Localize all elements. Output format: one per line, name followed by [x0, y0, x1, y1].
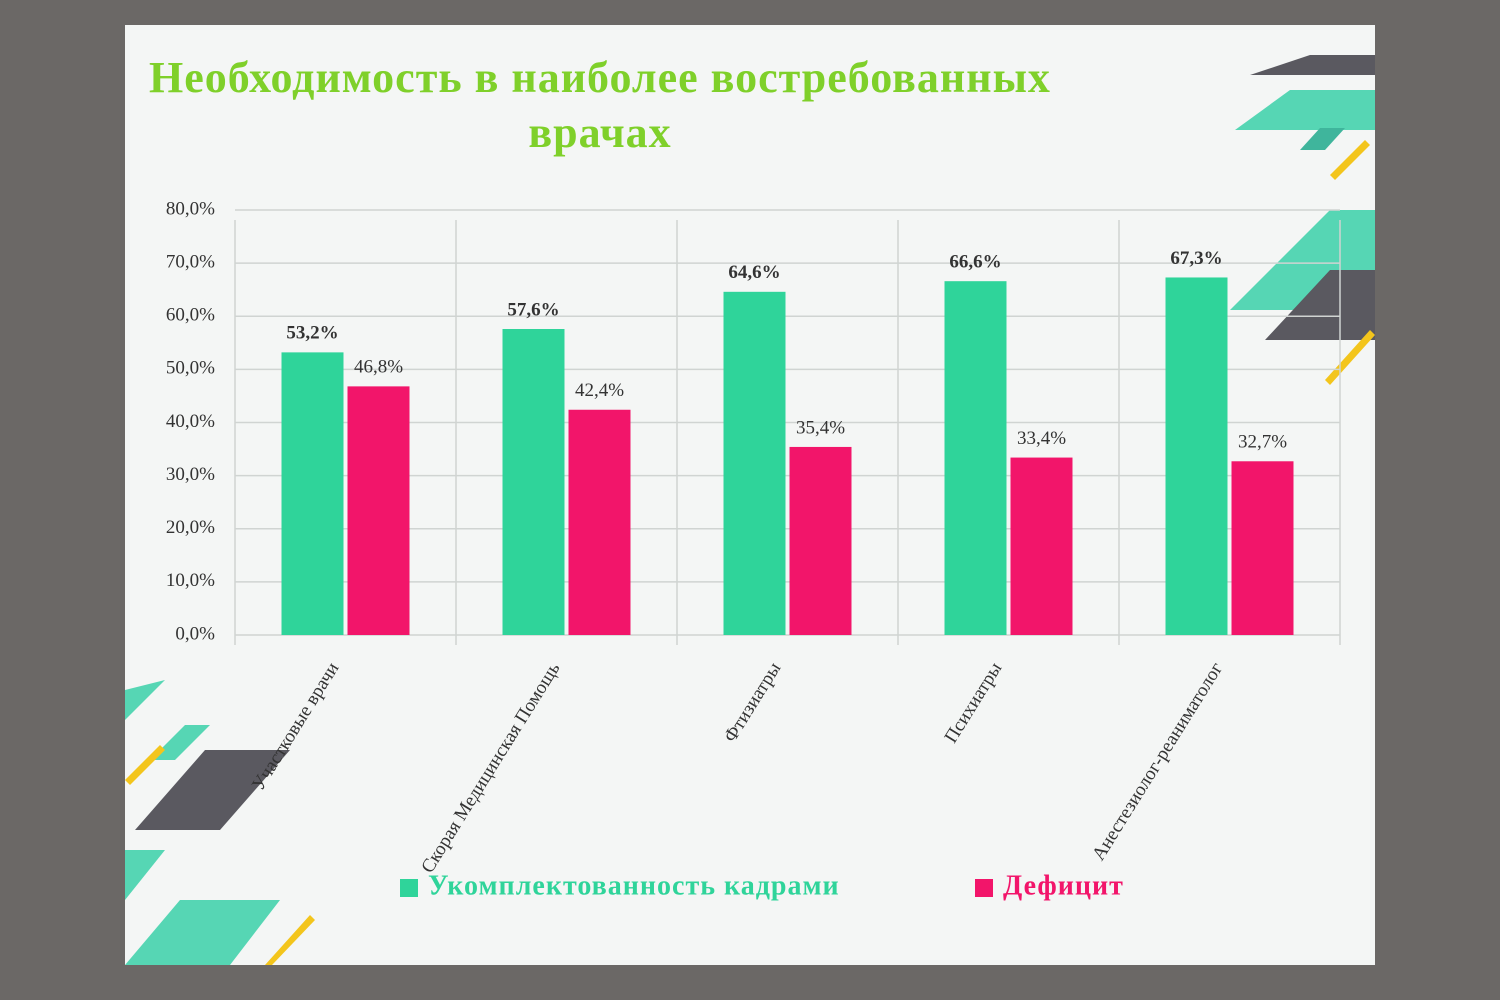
legend-label: Укомплектованность кадрами	[428, 870, 840, 901]
y-tick-label: 40,0%	[166, 411, 215, 432]
decoration	[125, 55, 1375, 965]
value-label: 53,2%	[286, 323, 338, 344]
bar	[723, 291, 786, 635]
chart-title: Необходимость в наиболее востребованных …	[149, 53, 1051, 157]
bar	[1010, 457, 1073, 635]
value-label: 46,8%	[354, 357, 403, 378]
value-label: 35,4%	[796, 417, 845, 438]
value-label: 67,3%	[1170, 248, 1222, 269]
y-tick-label: 60,0%	[166, 305, 215, 326]
x-tick-label: Скорая Медицинская Помощь	[417, 659, 564, 877]
y-tick-label: 10,0%	[166, 570, 215, 591]
value-label: 66,6%	[949, 252, 1001, 273]
y-tick-label: 0,0%	[175, 623, 215, 644]
y-tick-label: 70,0%	[166, 251, 215, 272]
legend-swatch	[975, 879, 993, 897]
x-tick-label: Фтизиатры	[720, 659, 786, 747]
value-label: 32,7%	[1238, 432, 1287, 453]
bar	[568, 409, 631, 635]
legend-label: Дефицит	[1003, 870, 1124, 901]
bar	[347, 386, 410, 635]
value-label: 57,6%	[507, 299, 559, 320]
x-tick-label: Анестезиолог-реаниматолог	[1088, 659, 1227, 865]
value-label: 33,4%	[1017, 428, 1066, 449]
x-tick-label: Участковые врачи	[248, 659, 344, 795]
y-tick-label: 50,0%	[166, 358, 215, 379]
bar	[502, 329, 565, 635]
y-tick-label: 80,0%	[166, 198, 215, 219]
value-label: 42,4%	[575, 380, 624, 401]
y-tick-label: 30,0%	[166, 464, 215, 485]
legend-swatch	[400, 879, 418, 897]
value-label: 64,6%	[728, 262, 780, 283]
bar	[1165, 277, 1228, 635]
bar	[281, 352, 344, 635]
x-tick-label: Психиатры	[941, 659, 1007, 747]
y-tick-label: 20,0%	[166, 517, 215, 538]
bar	[789, 446, 852, 635]
bar	[1231, 461, 1294, 635]
bar	[944, 281, 1007, 635]
